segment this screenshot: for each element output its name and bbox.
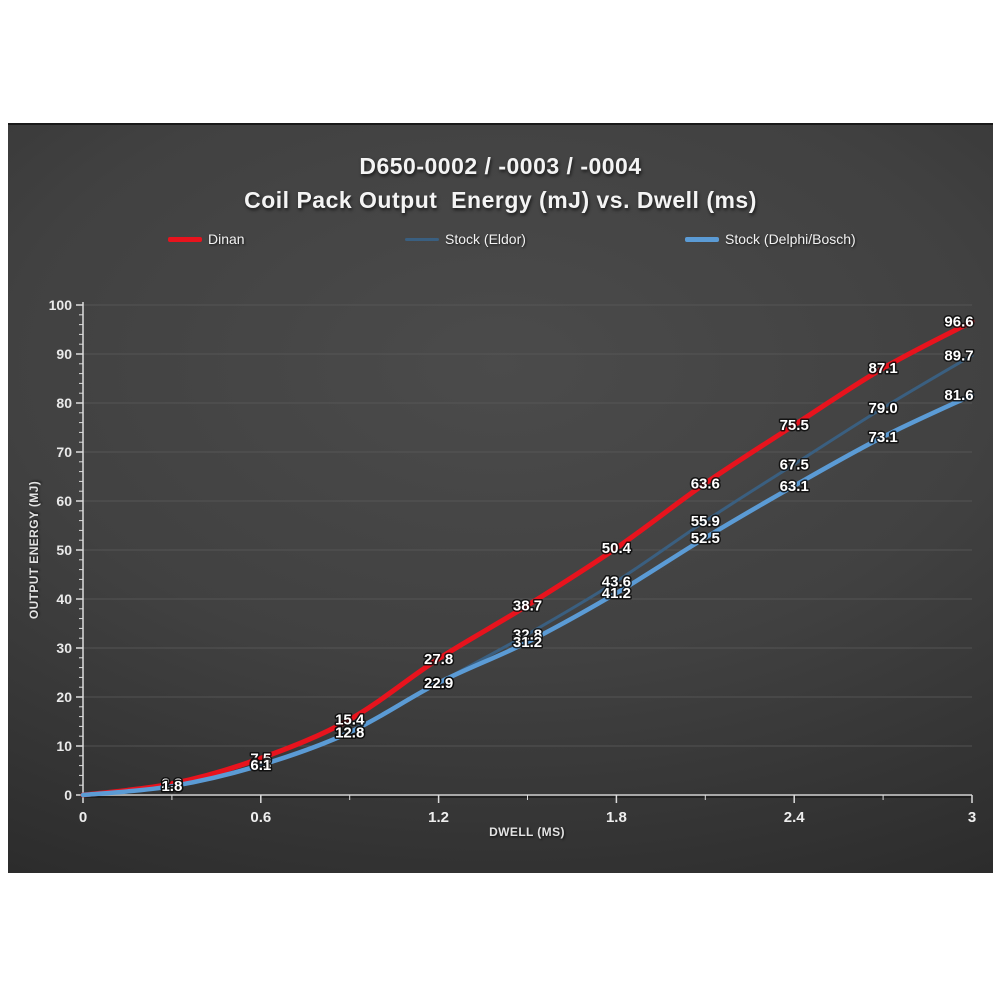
data-label-dinan: 96.6: [944, 314, 973, 331]
x-tick-label: 1.8: [606, 809, 627, 826]
y-tick-label: 80: [56, 395, 72, 411]
x-axis-title: DWELL (MS): [489, 825, 565, 839]
y-tick-label: 60: [56, 493, 72, 509]
y-tick-label: 30: [56, 640, 72, 656]
legend-swatch-stock-eldor: [405, 237, 439, 241]
series-line-stock-eldor: [81, 353, 974, 797]
data-label-stock-delphi-bosch: 41.2: [602, 585, 631, 602]
data-label-dinan: 38.7: [513, 597, 542, 614]
plot-area: 0 10 20 30 40 50 60 70 80 90 100 0 0.6 1.2 1.8 2.4 3 2.3 7…: [49, 297, 977, 826]
y-tick-label: 10: [56, 738, 72, 754]
y-tick-label: 0: [64, 787, 72, 803]
y-tick-label: 50: [56, 542, 72, 558]
legend-swatch-stock-delphi-bosch: [685, 236, 719, 242]
data-label-stock-delphi-bosch: 73.1: [868, 429, 897, 446]
y-tick-label: 40: [56, 591, 72, 607]
x-tick-label: 1.2: [428, 809, 449, 826]
data-label-stock-eldor: 22.9: [424, 675, 453, 692]
y-tick-label: 100: [49, 297, 73, 313]
data-label-stock-delphi-bosch: 1.8: [161, 778, 182, 795]
legend-item-dinan: Dinan: [168, 229, 245, 249]
data-label-dinan: 87.1: [868, 360, 897, 377]
series-line-stock-delphi-bosch: [80, 392, 975, 798]
chart-title-line-2: Coil Pack Output Energy (mJ) vs. Dwell (…: [244, 187, 757, 213]
data-label-stock-delphi-bosch: 31.2: [513, 634, 542, 651]
data-label-stock-delphi-bosch: 63.1: [780, 478, 809, 495]
data-label-stock-eldor: 43.6: [602, 573, 631, 590]
data-label-dinan: 15.4: [335, 712, 365, 729]
x-tick-label: 2.4: [784, 809, 806, 826]
data-label-stock-delphi-bosch: 52.5: [691, 530, 720, 547]
data-label-stock-eldor: 89.7: [944, 347, 973, 364]
data-label-stock-delphi-bosch: 22.9: [424, 675, 453, 692]
legend-swatch-dinan: [168, 236, 202, 242]
data-label-stock-eldor: 79.0: [868, 400, 897, 417]
data-label-dinan: 2.3: [161, 776, 182, 793]
data-label-stock-eldor: 55.9: [691, 513, 720, 530]
y-tick-label: 90: [56, 346, 72, 362]
x-tick-label: 0.6: [250, 809, 271, 826]
chart-panel: D650-0002 / -0003 / -0004 Coil Pack Outp…: [8, 123, 993, 873]
data-label-stock-eldor: 1.8: [161, 778, 182, 795]
x-tick-label: 3: [968, 809, 976, 826]
chart-title-block: D650-0002 / -0003 / -0004 Coil Pack Outp…: [8, 149, 993, 217]
legend-item-stock-eldor: Stock (Eldor): [405, 229, 526, 249]
data-label-stock-delphi-bosch: 81.6: [944, 387, 973, 404]
y-tick-label: 20: [56, 689, 72, 705]
y-tick-label: 70: [56, 444, 72, 460]
data-label-dinan: 27.8: [424, 651, 453, 668]
data-label-stock-eldor: 32.8: [513, 626, 542, 643]
legend-label-stock-eldor: Stock (Eldor): [445, 231, 526, 247]
legend-label-stock-delphi-bosch: Stock (Delphi/Bosch): [725, 231, 856, 247]
chart-title-line-1: D650-0002 / -0003 / -0004: [359, 153, 642, 179]
x-tick-label: 0: [79, 809, 87, 826]
legend-label-dinan: Dinan: [208, 231, 245, 247]
data-label-dinan: 50.4: [602, 540, 632, 557]
data-label-dinan: 75.5: [780, 417, 809, 434]
data-label-stock-eldor: 6.3: [250, 756, 271, 773]
legend: Dinan Stock (Eldor) Stock (Delphi/Bosch): [8, 229, 993, 249]
data-label-dinan: 7.5: [250, 750, 271, 767]
series-line-dinan: [80, 319, 975, 798]
data-label-stock-delphi-bosch: 6.1: [250, 757, 271, 774]
data-label-dinan: 63.6: [691, 475, 720, 492]
data-label-stock-eldor: 67.5: [780, 456, 809, 473]
legend-item-stock-delphi-bosch: Stock (Delphi/Bosch): [685, 229, 856, 249]
data-label-stock-eldor: 12.9: [335, 724, 364, 741]
data-label-stock-delphi-bosch: 12.8: [335, 724, 364, 741]
y-axis-title: OUTPUT ENERGY (MJ): [27, 480, 41, 620]
